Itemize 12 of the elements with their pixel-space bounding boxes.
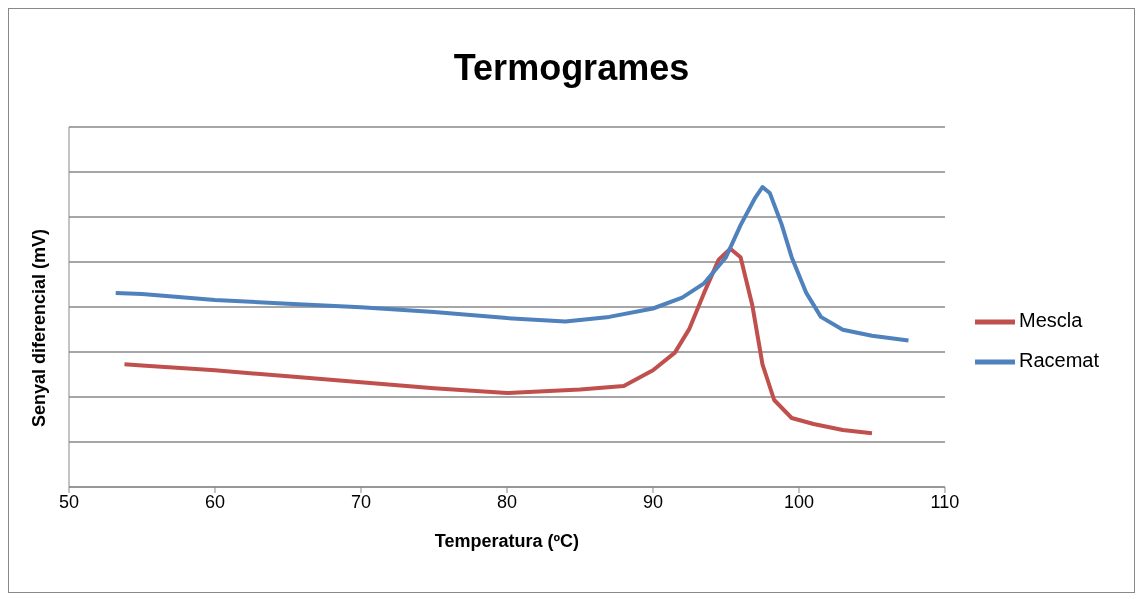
chart-title: Termogrames [452,46,691,90]
x-tick-label: 90 [642,491,663,512]
x-tick-label: 80 [496,491,517,512]
x-tick-label: 50 [58,491,80,512]
x-tick-label: 110 [930,491,960,512]
y-axis-title: Senyal diferencial (mV) [29,228,50,427]
legend-label: Mescla [1018,309,1083,332]
legend-label: Racemat [1018,349,1099,372]
x-tick-label: 70 [350,491,372,512]
x-tick-label: 60 [204,491,226,512]
x-axis-title: Temperatura (ºC) [434,531,580,551]
x-tick-label: 100 [783,491,814,512]
